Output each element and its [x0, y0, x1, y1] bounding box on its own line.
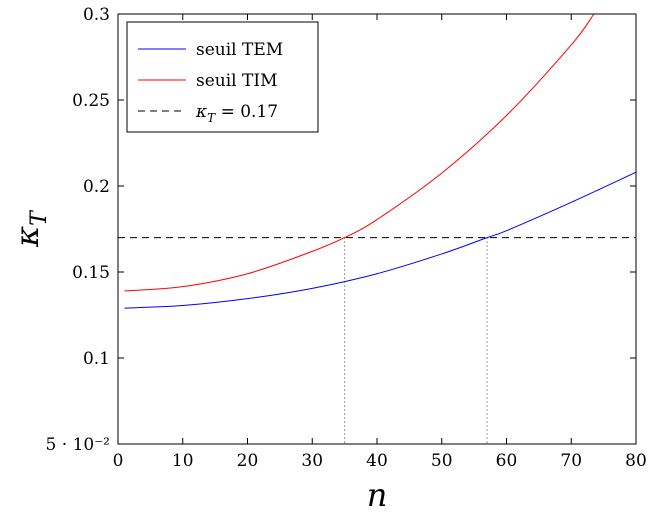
- y-tick-label: 0.1: [83, 349, 110, 369]
- legend-label-tim: seuil TIM: [196, 71, 277, 91]
- series-layer: [118, 13, 637, 444]
- x-tick-label: 50: [431, 451, 453, 471]
- plot-frame: [117, 13, 637, 445]
- x-tick-label: 20: [237, 451, 259, 471]
- x-tick-label: 60: [496, 451, 518, 471]
- legend: seuil TEM seuil TIM κT = 0.17: [126, 21, 319, 133]
- x-tick-label: 30: [301, 451, 323, 471]
- y-tick-label: 0.2: [83, 177, 110, 197]
- y-axis-title-symbol: κ: [8, 226, 46, 248]
- ticks-layer: 0 10 20 30 40 50 60 70 80 5 · 10⁻² 0.1 0.15 0.2 0.25 0…: [46, 5, 647, 471]
- x-tick-label: 70: [560, 451, 582, 471]
- y-tick-label: 0.3: [83, 5, 110, 25]
- legend-threshold-value: = 0.17: [215, 102, 278, 122]
- legend-threshold-symbol: κ: [195, 102, 207, 122]
- x-tick-label: 10: [172, 451, 194, 471]
- legend-label-tem: seuil TEM: [196, 40, 283, 60]
- x-tick-label: 40: [366, 451, 388, 471]
- series-line-1: [124, 13, 595, 292]
- y-tick-label: 5 · 10⁻²: [46, 435, 110, 455]
- legend-threshold-subscript: T: [207, 111, 216, 125]
- legend-box: [126, 21, 319, 133]
- y-tick-label: 0.15: [72, 263, 110, 283]
- series-line-0: [124, 171, 637, 309]
- y-tick-label: 0.25: [72, 91, 110, 111]
- legend-label-threshold: κT = 0.17: [195, 102, 278, 125]
- y-axis-title-subscript: T: [27, 209, 52, 226]
- x-axis-title: n: [367, 476, 388, 514]
- y-axis-title: κT: [8, 209, 52, 248]
- x-tick-label: 0: [113, 451, 124, 471]
- x-tick-label: 80: [625, 451, 647, 471]
